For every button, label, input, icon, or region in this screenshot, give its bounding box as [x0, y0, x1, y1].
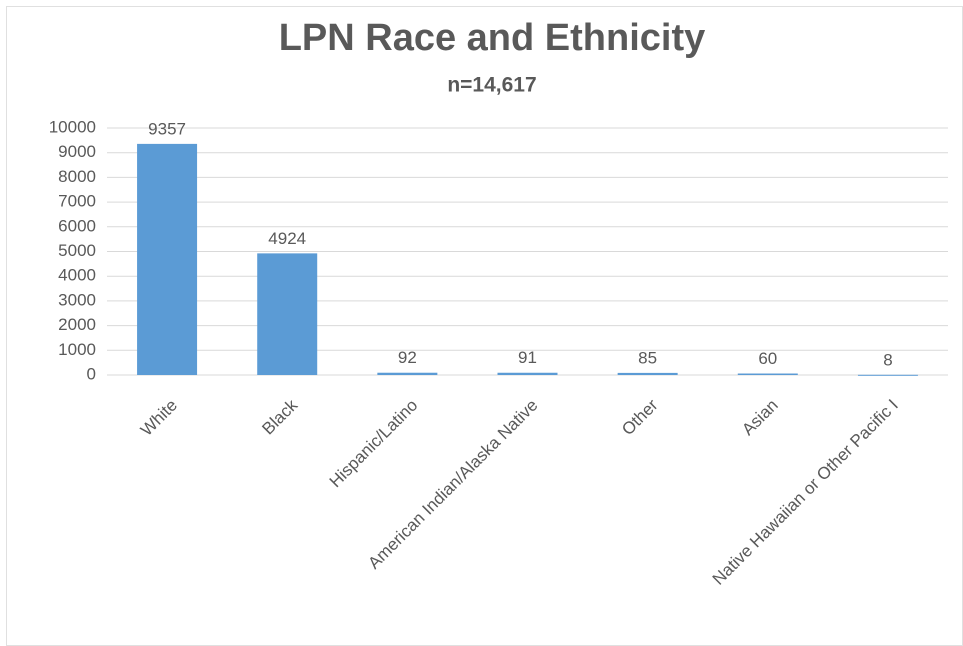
bar — [737, 373, 798, 375]
bar — [257, 253, 318, 375]
data-label: 85 — [638, 348, 657, 367]
y-tick-label: 8000 — [58, 167, 96, 186]
y-tick-label: 2000 — [58, 315, 96, 334]
data-label: 4924 — [268, 229, 306, 248]
y-tick-label: 9000 — [58, 142, 96, 161]
bar — [377, 372, 438, 375]
bar — [857, 374, 918, 376]
data-label: 60 — [758, 349, 777, 368]
y-tick-label: 3000 — [58, 290, 96, 309]
y-tick-label: 4000 — [58, 266, 96, 285]
bar — [617, 372, 678, 375]
bar — [137, 143, 198, 375]
y-tick-label: 7000 — [58, 192, 96, 211]
y-tick-label: 5000 — [58, 241, 96, 260]
data-label: 92 — [398, 348, 417, 367]
data-label: 8 — [883, 350, 892, 369]
bar — [497, 372, 558, 375]
chart-subtitle: n=14,617 — [447, 74, 536, 97]
y-tick-label: 0 — [87, 364, 96, 383]
data-label: 9357 — [148, 119, 186, 138]
data-label: 91 — [518, 348, 537, 367]
y-tick-label: 6000 — [58, 216, 96, 235]
y-tick-label: 10000 — [49, 117, 96, 136]
y-tick-label: 1000 — [58, 340, 96, 359]
chart-title: LPN Race and Ethnicity — [279, 17, 706, 59]
